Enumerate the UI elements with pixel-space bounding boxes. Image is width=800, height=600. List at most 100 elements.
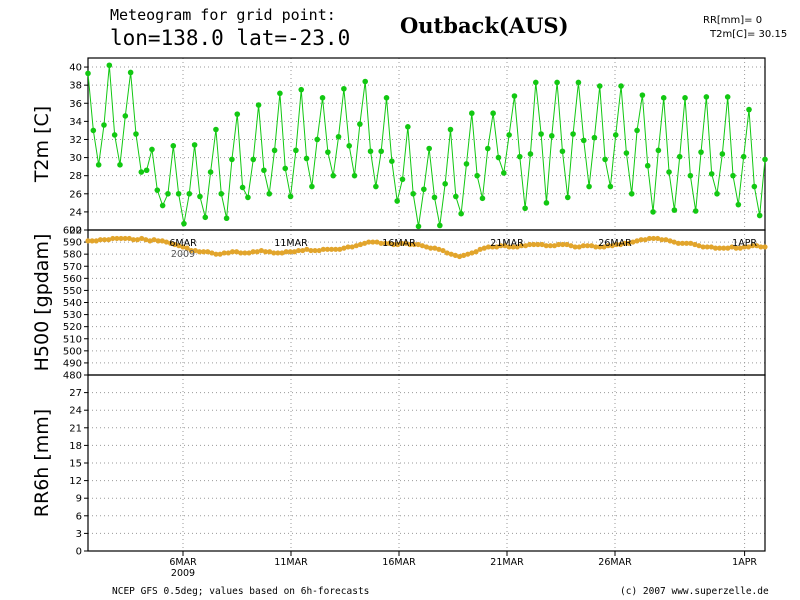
t2m-point-41 — [303, 155, 310, 162]
ytick-label-rr6h-15: 15 — [69, 459, 82, 470]
t2m-point-56 — [383, 95, 390, 101]
h500-point-110 — [539, 241, 545, 248]
h500-point-132 — [630, 239, 636, 245]
h500-point-88 — [448, 251, 454, 257]
panel-t2m: 22 24 26 28 30 32 34 36 38 40 T2m [C] — [31, 57, 766, 237]
h500-point-9 — [122, 235, 128, 242]
h500-point-164 — [762, 244, 768, 250]
h500-point-30 — [209, 250, 215, 256]
current-rain: RR[mm]= 0 — [703, 15, 762, 26]
t2m-point-123 — [740, 153, 747, 160]
h500-point-24 — [184, 245, 190, 251]
h500-point-137 — [650, 235, 657, 242]
t2m-point-105 — [644, 162, 651, 169]
h500-point-162 — [754, 243, 760, 249]
t2m-point-93 — [580, 137, 587, 144]
h500-point-56 — [316, 247, 322, 254]
t2m-point-112 — [682, 95, 688, 101]
ytick-label-t2m-36: 36 — [69, 99, 82, 110]
h500-point-89 — [452, 252, 458, 258]
xtick-year-overlap-label: 2009 — [171, 249, 195, 260]
t2m-point-57 — [389, 158, 395, 164]
h500-point-147 — [692, 241, 698, 248]
t2m-point-81 — [516, 153, 523, 160]
t2m-point-16 — [170, 143, 177, 149]
h500-point-96 — [481, 245, 487, 251]
h500-point-13 — [139, 235, 145, 242]
h500-point-71 — [378, 240, 384, 246]
panel-rr6h: 0 3 6 9 12 15 18 21 24 27 RR6h [mm] — [31, 374, 766, 558]
t2m-point-109 — [666, 169, 672, 175]
h500-point-146 — [688, 240, 694, 246]
h500-point-36 — [234, 249, 240, 255]
t2m-point-62 — [415, 223, 422, 230]
t2m-point-89 — [559, 148, 566, 155]
t2m-point-75 — [485, 145, 491, 152]
h500-point-108 — [531, 241, 537, 248]
h500-point-6 — [110, 235, 116, 242]
h500-point-116 — [564, 241, 570, 248]
t2m-point-52 — [362, 78, 368, 85]
h500-point-136 — [646, 235, 653, 242]
t2m-point-49 — [346, 143, 353, 149]
h500-point-158 — [737, 245, 743, 251]
h500-point-16 — [151, 237, 157, 243]
h500-point-78 — [407, 241, 413, 248]
h500-point-20 — [167, 240, 174, 246]
t2m-point-67 — [442, 181, 448, 187]
t2m-point-92 — [575, 79, 582, 86]
t2m-point-120 — [724, 94, 731, 100]
h500-point-3 — [97, 237, 103, 243]
h500-point-112 — [547, 243, 553, 249]
h500-point-41 — [254, 249, 260, 255]
t2m-point-77 — [495, 154, 502, 161]
t2m-point-18 — [181, 220, 187, 227]
ytick-label-t2m-34: 34 — [69, 117, 82, 128]
ytick-label-h500-500: 500 — [63, 346, 82, 357]
ytick-label-rr6h-12: 12 — [69, 476, 82, 487]
t2m-point-83 — [527, 151, 534, 157]
h500-point-129 — [617, 241, 624, 248]
h500-point-79 — [411, 241, 417, 248]
xtick-bottom-label-5: 1APR — [732, 557, 757, 568]
t2m-point-60 — [405, 124, 411, 130]
h500-point-8 — [118, 235, 124, 242]
h500-point-45 — [271, 250, 277, 256]
t2m-point-121 — [730, 172, 736, 179]
t2m-point-46 — [330, 172, 337, 179]
t2m-point-94 — [586, 183, 592, 190]
ylabel-h500: H500 [gpdam] — [31, 234, 53, 372]
h500-point-113 — [551, 243, 558, 249]
t2m-point-38 — [287, 193, 294, 200]
t2m-point-0 — [85, 70, 91, 77]
h500-point-84 — [432, 245, 438, 251]
ylabel-rr6h: RR6h [mm] — [31, 409, 53, 517]
h500-point-18 — [159, 238, 165, 244]
t2m-point-76 — [490, 110, 496, 117]
h500-point-31 — [213, 251, 219, 257]
h500-point-102 — [506, 244, 512, 250]
h500-point-34 — [225, 250, 231, 256]
h500-point-42 — [258, 247, 264, 254]
t2m-point-24 — [213, 126, 219, 133]
xtick-bottom-label-4: 26MAR — [598, 557, 632, 568]
h500-point-47 — [279, 250, 285, 256]
ytick-label-t2m-32: 32 — [69, 135, 82, 146]
t2m-point-66 — [437, 222, 443, 229]
t2m-point-28 — [234, 111, 241, 117]
h500-point-48 — [283, 249, 289, 255]
h500-point-98 — [489, 244, 496, 250]
h500-point-160 — [745, 244, 752, 250]
h500-point-153 — [716, 245, 723, 251]
t2m-point-31 — [250, 156, 257, 163]
t2m-point-3 — [101, 122, 107, 128]
h500-point-100 — [498, 243, 504, 249]
h500-point-126 — [605, 243, 611, 249]
h500-point-144 — [679, 240, 686, 246]
h500-point-0 — [85, 238, 91, 244]
h500-point-64 — [349, 244, 355, 250]
h500-point-10 — [126, 235, 132, 242]
h500-point-131 — [626, 240, 632, 246]
h500-point-152 — [712, 245, 719, 251]
t2m-point-100 — [618, 83, 624, 89]
